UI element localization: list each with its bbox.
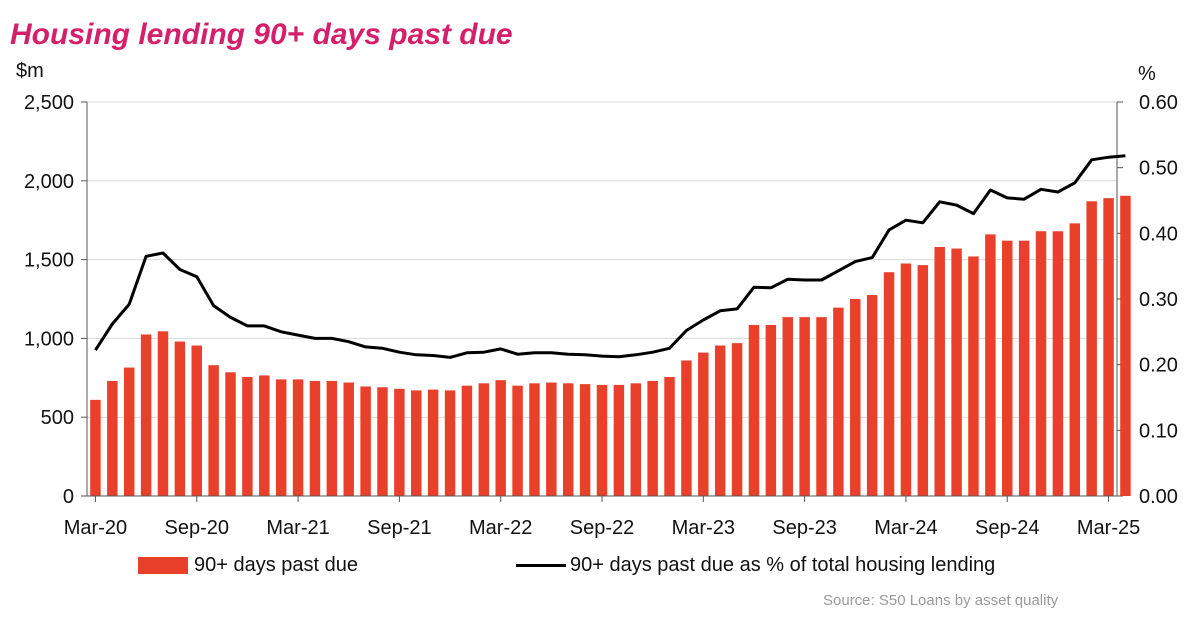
- bar: [1035, 231, 1047, 496]
- bar: [681, 360, 692, 496]
- bar: [765, 325, 777, 496]
- bar: [833, 307, 844, 496]
- x-tick-label: Sep-20: [165, 517, 230, 539]
- bar: [562, 383, 574, 496]
- bar: [1120, 195, 1131, 496]
- y2-tick-label: 0.10: [1139, 420, 1178, 442]
- bar: [157, 331, 169, 496]
- bar: [343, 382, 354, 496]
- bar: [242, 377, 253, 496]
- bar: [259, 375, 270, 496]
- x-tick-label: Mar-25: [1077, 517, 1140, 539]
- bar: [1052, 231, 1064, 496]
- x-tick-label: Mar-23: [672, 517, 735, 539]
- bar: [427, 389, 439, 496]
- bar: [546, 382, 557, 496]
- bar: [208, 365, 219, 496]
- bar: [782, 317, 793, 496]
- bar: [850, 299, 861, 496]
- x-tick-label: Sep-23: [772, 517, 837, 539]
- bar: [225, 372, 236, 496]
- bar: [714, 345, 726, 496]
- y2-tick-label: 0.00: [1139, 486, 1178, 508]
- bar: [461, 385, 473, 496]
- bar: [934, 246, 945, 496]
- y-tick-label: 1,500: [24, 250, 74, 272]
- y2-tick-label: 0.30: [1139, 289, 1178, 311]
- bar: [191, 345, 202, 496]
- bar: [394, 388, 405, 496]
- bar: [647, 380, 658, 496]
- bar: [816, 317, 827, 496]
- bar: [664, 377, 675, 496]
- bar: [630, 383, 642, 496]
- y-tick-label: 500: [41, 407, 74, 429]
- bar: [596, 384, 608, 496]
- bar: [90, 399, 101, 496]
- bar: [174, 341, 186, 496]
- x-tick-label: Mar-24: [874, 517, 937, 539]
- bar: [326, 380, 338, 496]
- bar: [275, 379, 287, 496]
- y-tick-label: 2,000: [24, 171, 74, 193]
- x-tick-label: Mar-21: [266, 517, 329, 539]
- legend-label-bars: 90+ days past due: [194, 554, 359, 576]
- y2-tick-label: 0.60: [1139, 92, 1178, 114]
- bar: [951, 248, 962, 496]
- bar: [968, 256, 979, 496]
- bar: [107, 380, 118, 496]
- x-tick-label: Mar-20: [64, 517, 127, 539]
- right-axis-unit: %: [1138, 63, 1156, 85]
- bar: [731, 343, 743, 496]
- bar: [360, 386, 371, 496]
- x-tick-label: Sep-22: [570, 517, 635, 539]
- bar: [123, 367, 135, 496]
- y-tick-label: 2,500: [24, 92, 74, 114]
- y2-tick-label: 0.50: [1139, 158, 1178, 180]
- bar: [478, 383, 490, 496]
- legend-label-line: 90+ days past due as % of total housing …: [570, 554, 996, 576]
- bar: [866, 295, 878, 496]
- legend-item-line: 90+ days past due as % of total housing …: [516, 554, 995, 577]
- series-line: [94, 154, 1126, 359]
- bar: [917, 265, 929, 496]
- bar: [1069, 223, 1081, 497]
- legend-swatch-line: [516, 564, 566, 568]
- bar: [292, 379, 304, 496]
- bar: [883, 272, 895, 496]
- legend-swatch-bar: [138, 557, 188, 575]
- bar: [985, 234, 996, 496]
- legend-item-bars: 90+ days past due: [138, 554, 358, 577]
- bar: [1002, 240, 1013, 496]
- y2-tick-label: 0.20: [1139, 355, 1178, 377]
- bar: [309, 380, 321, 496]
- bar: [377, 387, 388, 496]
- bar: [1103, 198, 1114, 497]
- bar: [900, 263, 912, 496]
- bar: [444, 390, 456, 496]
- bar: [579, 384, 591, 496]
- bar: [1018, 240, 1030, 496]
- bar: [799, 317, 810, 496]
- bar: [613, 384, 625, 496]
- bar: [495, 380, 506, 496]
- bar: [140, 334, 152, 496]
- chart-title: Housing lending 90+ days past due: [10, 18, 513, 51]
- x-tick-label: Sep-21: [367, 517, 432, 539]
- y2-tick-label: 0.40: [1139, 223, 1178, 245]
- x-tick-label: Sep-24: [975, 517, 1040, 539]
- x-tick-label: Mar-22: [469, 517, 532, 539]
- left-axis-unit: $m: [16, 60, 44, 82]
- source-note: Source: S50 Loans by asset quality: [823, 592, 1059, 609]
- bar: [748, 325, 760, 496]
- bar: [698, 352, 709, 496]
- bar: [529, 383, 540, 496]
- y-tick-label: 1,000: [24, 328, 74, 350]
- bar: [512, 385, 523, 496]
- bar: [411, 390, 422, 496]
- bar: [1086, 201, 1097, 496]
- y-tick-label: 0: [63, 486, 74, 508]
